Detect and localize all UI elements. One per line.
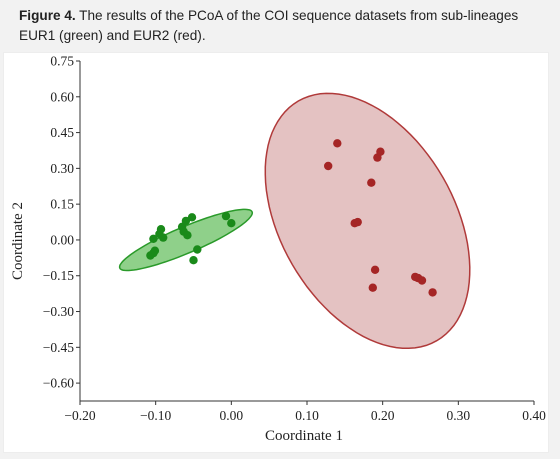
pcoa-scatter-plot: 0.75 0.60 0.45 0.30 0.15 0.00 −0.15 −0.30 −0.45 −… (10, 54, 546, 445)
x-tick-label: 0.40 (522, 408, 546, 423)
y-tick-label: −0.60 (43, 376, 74, 391)
point-layer (146, 139, 437, 297)
x-tick-label: −0.20 (64, 408, 95, 423)
y-tick-label: 0.60 (50, 89, 74, 104)
x-tick-label: 0.30 (447, 408, 471, 423)
y-tick-label: 0.45 (50, 125, 74, 140)
x-tick-label: −0.10 (140, 408, 171, 423)
point-eur1-10 (183, 231, 192, 240)
y-tick-label: 0.15 (50, 197, 74, 212)
point-eur1-13 (193, 245, 202, 254)
y-tick-label: 0.75 (50, 54, 74, 69)
point-eur2-4 (367, 178, 376, 187)
point-eur1-15 (227, 219, 236, 228)
point-eur1-5 (156, 225, 166, 234)
point-eur1-3 (149, 234, 158, 243)
point-eur2-0 (324, 161, 333, 171)
point-eur1-11 (187, 213, 197, 222)
point-eur1-9 (181, 216, 191, 226)
x-tick-label: 0.00 (220, 408, 244, 423)
point-eur2-12 (428, 288, 437, 297)
point-eur2-3 (353, 217, 362, 227)
y-tick-label: −0.30 (43, 304, 74, 319)
figure-caption: Figure 4. The results of the PCoA of the… (19, 6, 549, 46)
x-tick-label: 0.10 (295, 408, 319, 423)
pcoa-figure: 0.75 0.60 0.45 0.30 0.15 0.00 −0.15 −0.30 −0.45 −… (3, 52, 549, 453)
x-tick-label: 0.20 (371, 408, 395, 423)
x-axis-label: Coordinate 1 (265, 428, 343, 444)
point-eur1-12 (189, 256, 198, 265)
ellipse-layer (118, 92, 471, 350)
point-eur1-2 (150, 246, 160, 255)
y-axis-ticks: 0.75 0.60 0.45 0.30 0.15 0.00 −0.15 −0.30 −0.45 −… (43, 54, 80, 391)
ellipse-eur2 (264, 92, 471, 350)
point-eur2-1 (333, 139, 342, 148)
point-eur2-6 (370, 265, 380, 274)
y-axis-label: Coordinate 2 (10, 202, 26, 280)
figure-caption-text: The results of the PCoA of the COI seque… (19, 8, 519, 43)
x-axis-ticks: −0.20 −0.10 0.00 0.10 0.20 0.30 0.40 (64, 401, 546, 423)
point-eur2-5 (368, 283, 377, 292)
y-tick-label: −0.45 (43, 340, 74, 355)
point-eur2-11 (417, 276, 427, 285)
y-tick-label: −0.15 (43, 268, 74, 283)
figure-caption-label: Figure 4. (19, 8, 76, 23)
point-eur1-14 (221, 211, 231, 221)
y-tick-label: 0.30 (50, 161, 74, 176)
point-eur2-8 (376, 147, 385, 156)
y-tick-label: 0.00 (50, 232, 74, 247)
point-eur1-6 (159, 233, 168, 242)
